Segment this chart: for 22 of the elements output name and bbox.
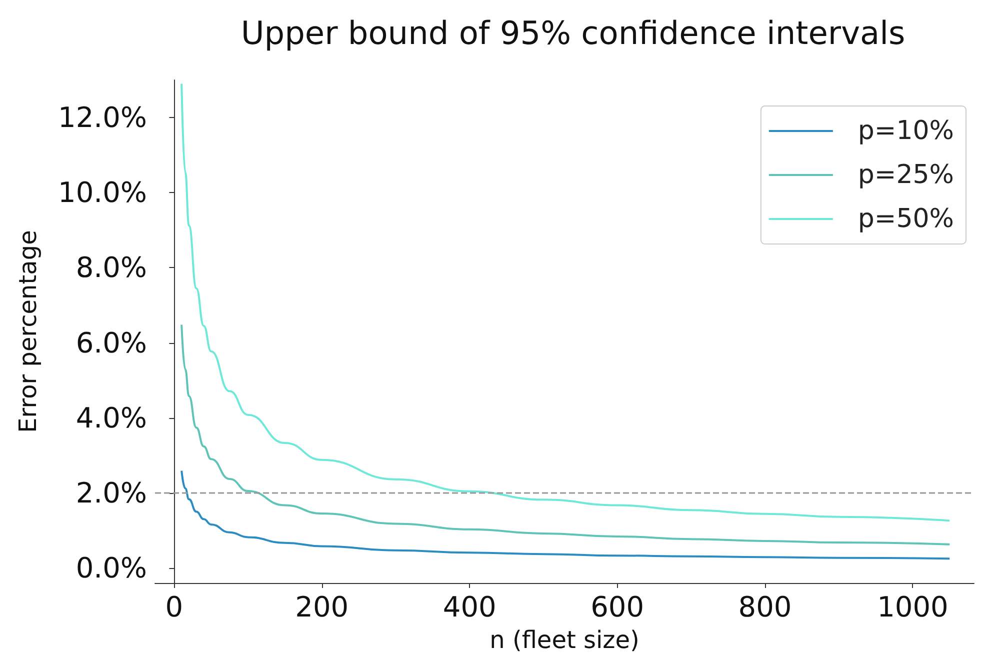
y-axis-title: Error percentage: [14, 230, 42, 433]
y-tick-label: 10.0%: [58, 176, 147, 210]
x-axis-title: n (fleet size): [490, 626, 640, 654]
y-tick-label: 8.0%: [76, 251, 147, 284]
x-tick-label: 800: [738, 590, 792, 624]
line-series: [180, 82, 951, 522]
legend-label: p=10%: [858, 116, 954, 146]
legend-label: p=25%: [858, 160, 954, 190]
y-tick-label: 6.0%: [76, 326, 147, 360]
y-tick-label: 12.0%: [58, 101, 147, 134]
y-tick-label: 4.0%: [76, 401, 147, 434]
line-series: [180, 470, 951, 560]
y-tick-label: 0.0%: [76, 551, 147, 584]
line-series: [180, 324, 951, 546]
legend-label: p=50%: [858, 204, 954, 234]
chart-title: Upper bound of 95% confidence intervals: [240, 14, 906, 52]
x-tick-label: 400: [442, 590, 496, 624]
x-tick-label: 1000: [877, 590, 948, 624]
x-tick-label: 200: [295, 590, 349, 624]
y-tick-label: 2.0%: [76, 476, 147, 510]
x-tick-label: 600: [590, 590, 644, 624]
x-tick-label: 0: [165, 590, 184, 624]
